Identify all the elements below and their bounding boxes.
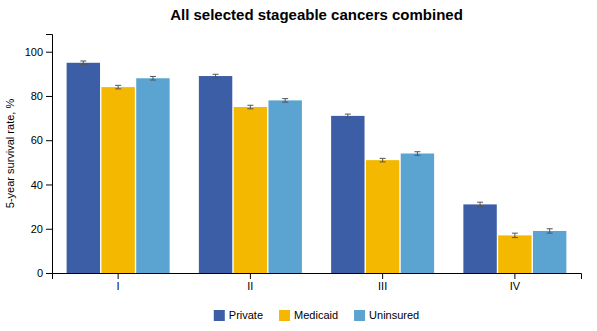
x-tick-mark <box>382 273 383 279</box>
bar <box>268 100 301 273</box>
y-tick: 20 <box>31 223 52 235</box>
legend-item: Uninsured <box>354 309 419 321</box>
y-tick-label: 100 <box>25 46 43 58</box>
y-tick: 40 <box>31 179 52 191</box>
y-tick: 80 <box>31 90 52 102</box>
bar <box>366 160 399 273</box>
y-tick-label: 80 <box>31 90 43 102</box>
bar <box>401 154 434 274</box>
y-tick-mark <box>46 96 52 97</box>
error-bar <box>282 99 288 103</box>
legend-swatch <box>214 310 225 321</box>
bar <box>101 87 134 273</box>
x-tick-mark <box>514 273 515 279</box>
legend: Private Medicaid Uninsured <box>214 309 419 321</box>
error-bar <box>150 76 156 80</box>
x-tick-mark <box>118 273 119 279</box>
y-tick-label: 60 <box>31 134 43 146</box>
y-tick: 0 <box>37 267 52 279</box>
bar <box>533 231 566 273</box>
x-tick: III <box>378 273 387 292</box>
y-axis: 0 20 40 60 80 100 <box>25 35 53 280</box>
y-tick-label: 20 <box>31 223 43 235</box>
legend-label: Private <box>229 309 263 321</box>
bar <box>136 78 169 273</box>
bar <box>67 63 100 273</box>
series <box>136 76 566 273</box>
y-axis-line <box>46 35 53 274</box>
y-tick-label: 40 <box>31 179 43 191</box>
y-tick: 100 <box>25 46 52 58</box>
error-bar <box>477 202 483 206</box>
legend-item: Private <box>214 309 263 321</box>
x-tick-label: I <box>117 280 120 292</box>
y-tick-mark <box>46 229 52 230</box>
error-bar <box>380 158 386 162</box>
bar <box>498 235 531 273</box>
title: All selected stageable cancers combined <box>170 6 463 23</box>
x-tick-label: IV <box>510 280 521 292</box>
legend-swatch <box>354 310 365 321</box>
error-bar <box>414 152 420 156</box>
y-tick-mark <box>46 140 52 141</box>
legend-label: Medicaid <box>294 309 338 321</box>
bar <box>234 107 267 273</box>
x-tick: I <box>117 273 120 292</box>
legend-item: Medicaid <box>279 309 338 321</box>
x-tick-mark <box>250 273 251 279</box>
error-bar <box>247 105 253 109</box>
legend-swatch <box>279 310 290 321</box>
error-bar <box>80 61 86 65</box>
bar <box>463 204 496 273</box>
marks <box>67 61 567 273</box>
y-axis-title: 5-year survival rate, % <box>4 99 16 209</box>
y-tick-mark <box>46 52 52 53</box>
error-bar <box>547 229 553 233</box>
error-bar <box>345 114 351 118</box>
bar <box>199 76 232 273</box>
error-bar <box>115 85 121 89</box>
y-tick-label: 0 <box>37 267 43 279</box>
y-tick-mark <box>46 184 52 185</box>
y-tick-mark <box>46 273 52 274</box>
x-tick-label: III <box>378 280 387 292</box>
x-axis: IIIIIIIV <box>53 273 582 292</box>
x-tick: IV <box>510 273 521 292</box>
error-bar <box>213 74 219 78</box>
x-tick-label: II <box>247 280 253 292</box>
y-tick: 60 <box>31 134 52 146</box>
x-axis-line <box>53 274 582 280</box>
plot: 020406080100IIIIIIIV <box>25 35 582 292</box>
chart: 020406080100IIIIIIIVAll selected stageab… <box>0 0 597 331</box>
series <box>67 61 497 273</box>
error-bar <box>512 233 518 237</box>
x-tick: II <box>247 273 253 292</box>
legend-label: Uninsured <box>369 309 419 321</box>
bar <box>331 116 364 273</box>
